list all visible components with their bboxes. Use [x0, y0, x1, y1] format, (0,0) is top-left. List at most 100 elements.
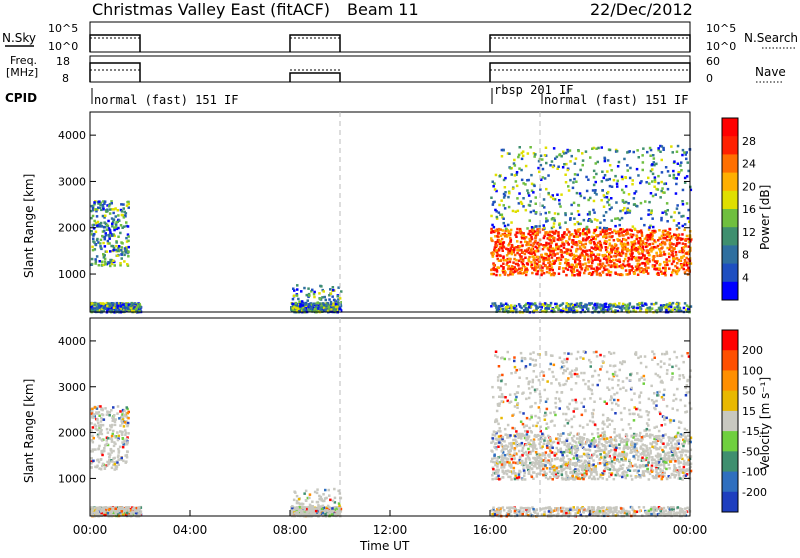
echo-cell — [676, 306, 679, 309]
echo-cell — [117, 250, 120, 253]
echo-cell — [535, 259, 538, 262]
echo-cell — [642, 147, 645, 150]
echo-cell — [669, 174, 672, 177]
echo-cell — [670, 511, 673, 514]
echo-cell — [496, 511, 499, 513]
echo-cell — [682, 149, 685, 152]
echo-cell — [595, 307, 598, 310]
echo-cell — [597, 257, 600, 260]
echo-cell — [516, 185, 519, 188]
echo-cell — [95, 260, 98, 263]
echo-cell — [126, 263, 129, 266]
echo-cell — [533, 511, 536, 513]
echo-cell — [509, 237, 512, 240]
echo-cell — [634, 248, 637, 251]
echo-cell — [308, 508, 311, 511]
echo-cell — [568, 243, 571, 246]
echo-cell — [291, 513, 294, 516]
echo-cell — [339, 308, 342, 311]
echo-cell — [572, 239, 575, 242]
echo-cell — [670, 274, 673, 277]
echo-cell — [545, 307, 548, 310]
echo-cell — [578, 509, 581, 512]
echo-cell — [682, 203, 685, 206]
echo-cell — [644, 264, 647, 267]
echo-cell — [134, 509, 137, 512]
echo-cell — [564, 258, 567, 261]
echo-cell — [104, 200, 107, 203]
echo-cell — [549, 231, 552, 234]
echo-cell — [293, 306, 296, 309]
echo-cell — [582, 245, 585, 248]
echo-cell — [579, 169, 582, 172]
echo-cell — [546, 271, 549, 274]
echo-cell — [548, 305, 551, 308]
echo-cell — [543, 198, 546, 201]
echo-cell — [571, 241, 574, 244]
echo-cell — [577, 174, 580, 177]
echo-cell — [524, 253, 527, 256]
echo-cell — [307, 299, 310, 302]
echo-cell — [609, 149, 612, 152]
echo-cell — [677, 270, 680, 273]
echo-cell — [510, 229, 513, 232]
echo-cell — [662, 305, 665, 308]
echo-cell — [554, 219, 557, 222]
echo-cell — [636, 236, 639, 239]
echo-cell — [618, 232, 621, 235]
echo-cell — [121, 251, 124, 254]
echo-cell — [604, 158, 607, 161]
echo-cell — [614, 266, 617, 269]
echo-cell — [491, 513, 494, 516]
echo-cell — [620, 507, 623, 510]
echo-cell — [503, 222, 506, 225]
echo-cell — [124, 306, 127, 309]
echo-cell — [572, 181, 575, 184]
echo-cell — [314, 512, 317, 515]
echo-cell — [579, 234, 582, 237]
echo-cell — [672, 506, 675, 509]
echo-cell — [647, 267, 650, 270]
echo-cell — [520, 249, 523, 252]
echo-cell — [672, 247, 675, 250]
echo-cell — [116, 412, 119, 415]
echo-cell — [292, 288, 295, 291]
echo-cell — [599, 222, 602, 225]
echo-cell — [682, 215, 685, 218]
echo-cell — [91, 439, 94, 442]
echo-cell — [635, 259, 638, 262]
echo-cell — [92, 238, 95, 241]
echo-cell — [92, 426, 95, 429]
echo-cell — [604, 306, 607, 309]
echo-cell — [294, 507, 297, 510]
echo-cell — [605, 211, 608, 214]
echo-cell — [104, 236, 107, 239]
echo-cell — [331, 513, 334, 516]
echo-cell — [552, 231, 555, 234]
echo-cell — [500, 228, 503, 231]
echo-cell — [504, 272, 507, 275]
echo-cell — [588, 265, 591, 268]
echo-cell — [100, 209, 103, 212]
echo-cell — [132, 508, 135, 511]
echo-cell — [682, 189, 685, 192]
nsky-panel: N.Sky 10^5 10^0 N.Search 10^5 10^0 — [2, 22, 798, 53]
echo-cell — [535, 196, 538, 199]
echo-cell — [91, 258, 94, 261]
echo-cell — [663, 253, 666, 256]
echo-cell — [595, 193, 598, 196]
echo-cell — [650, 513, 653, 516]
echo-cell — [322, 302, 325, 305]
echo-cell — [502, 308, 505, 311]
echo-cell — [659, 254, 662, 257]
echo-cell — [579, 257, 582, 260]
echo-cell — [109, 208, 112, 211]
echo-cell — [301, 300, 304, 303]
echo-cell — [558, 245, 561, 248]
echo-cell — [107, 240, 110, 243]
echo-cell — [569, 509, 572, 512]
echo-cell — [634, 510, 637, 512]
echo-cell — [492, 203, 495, 206]
echo-cell — [545, 147, 548, 150]
echo-cell — [672, 269, 675, 272]
